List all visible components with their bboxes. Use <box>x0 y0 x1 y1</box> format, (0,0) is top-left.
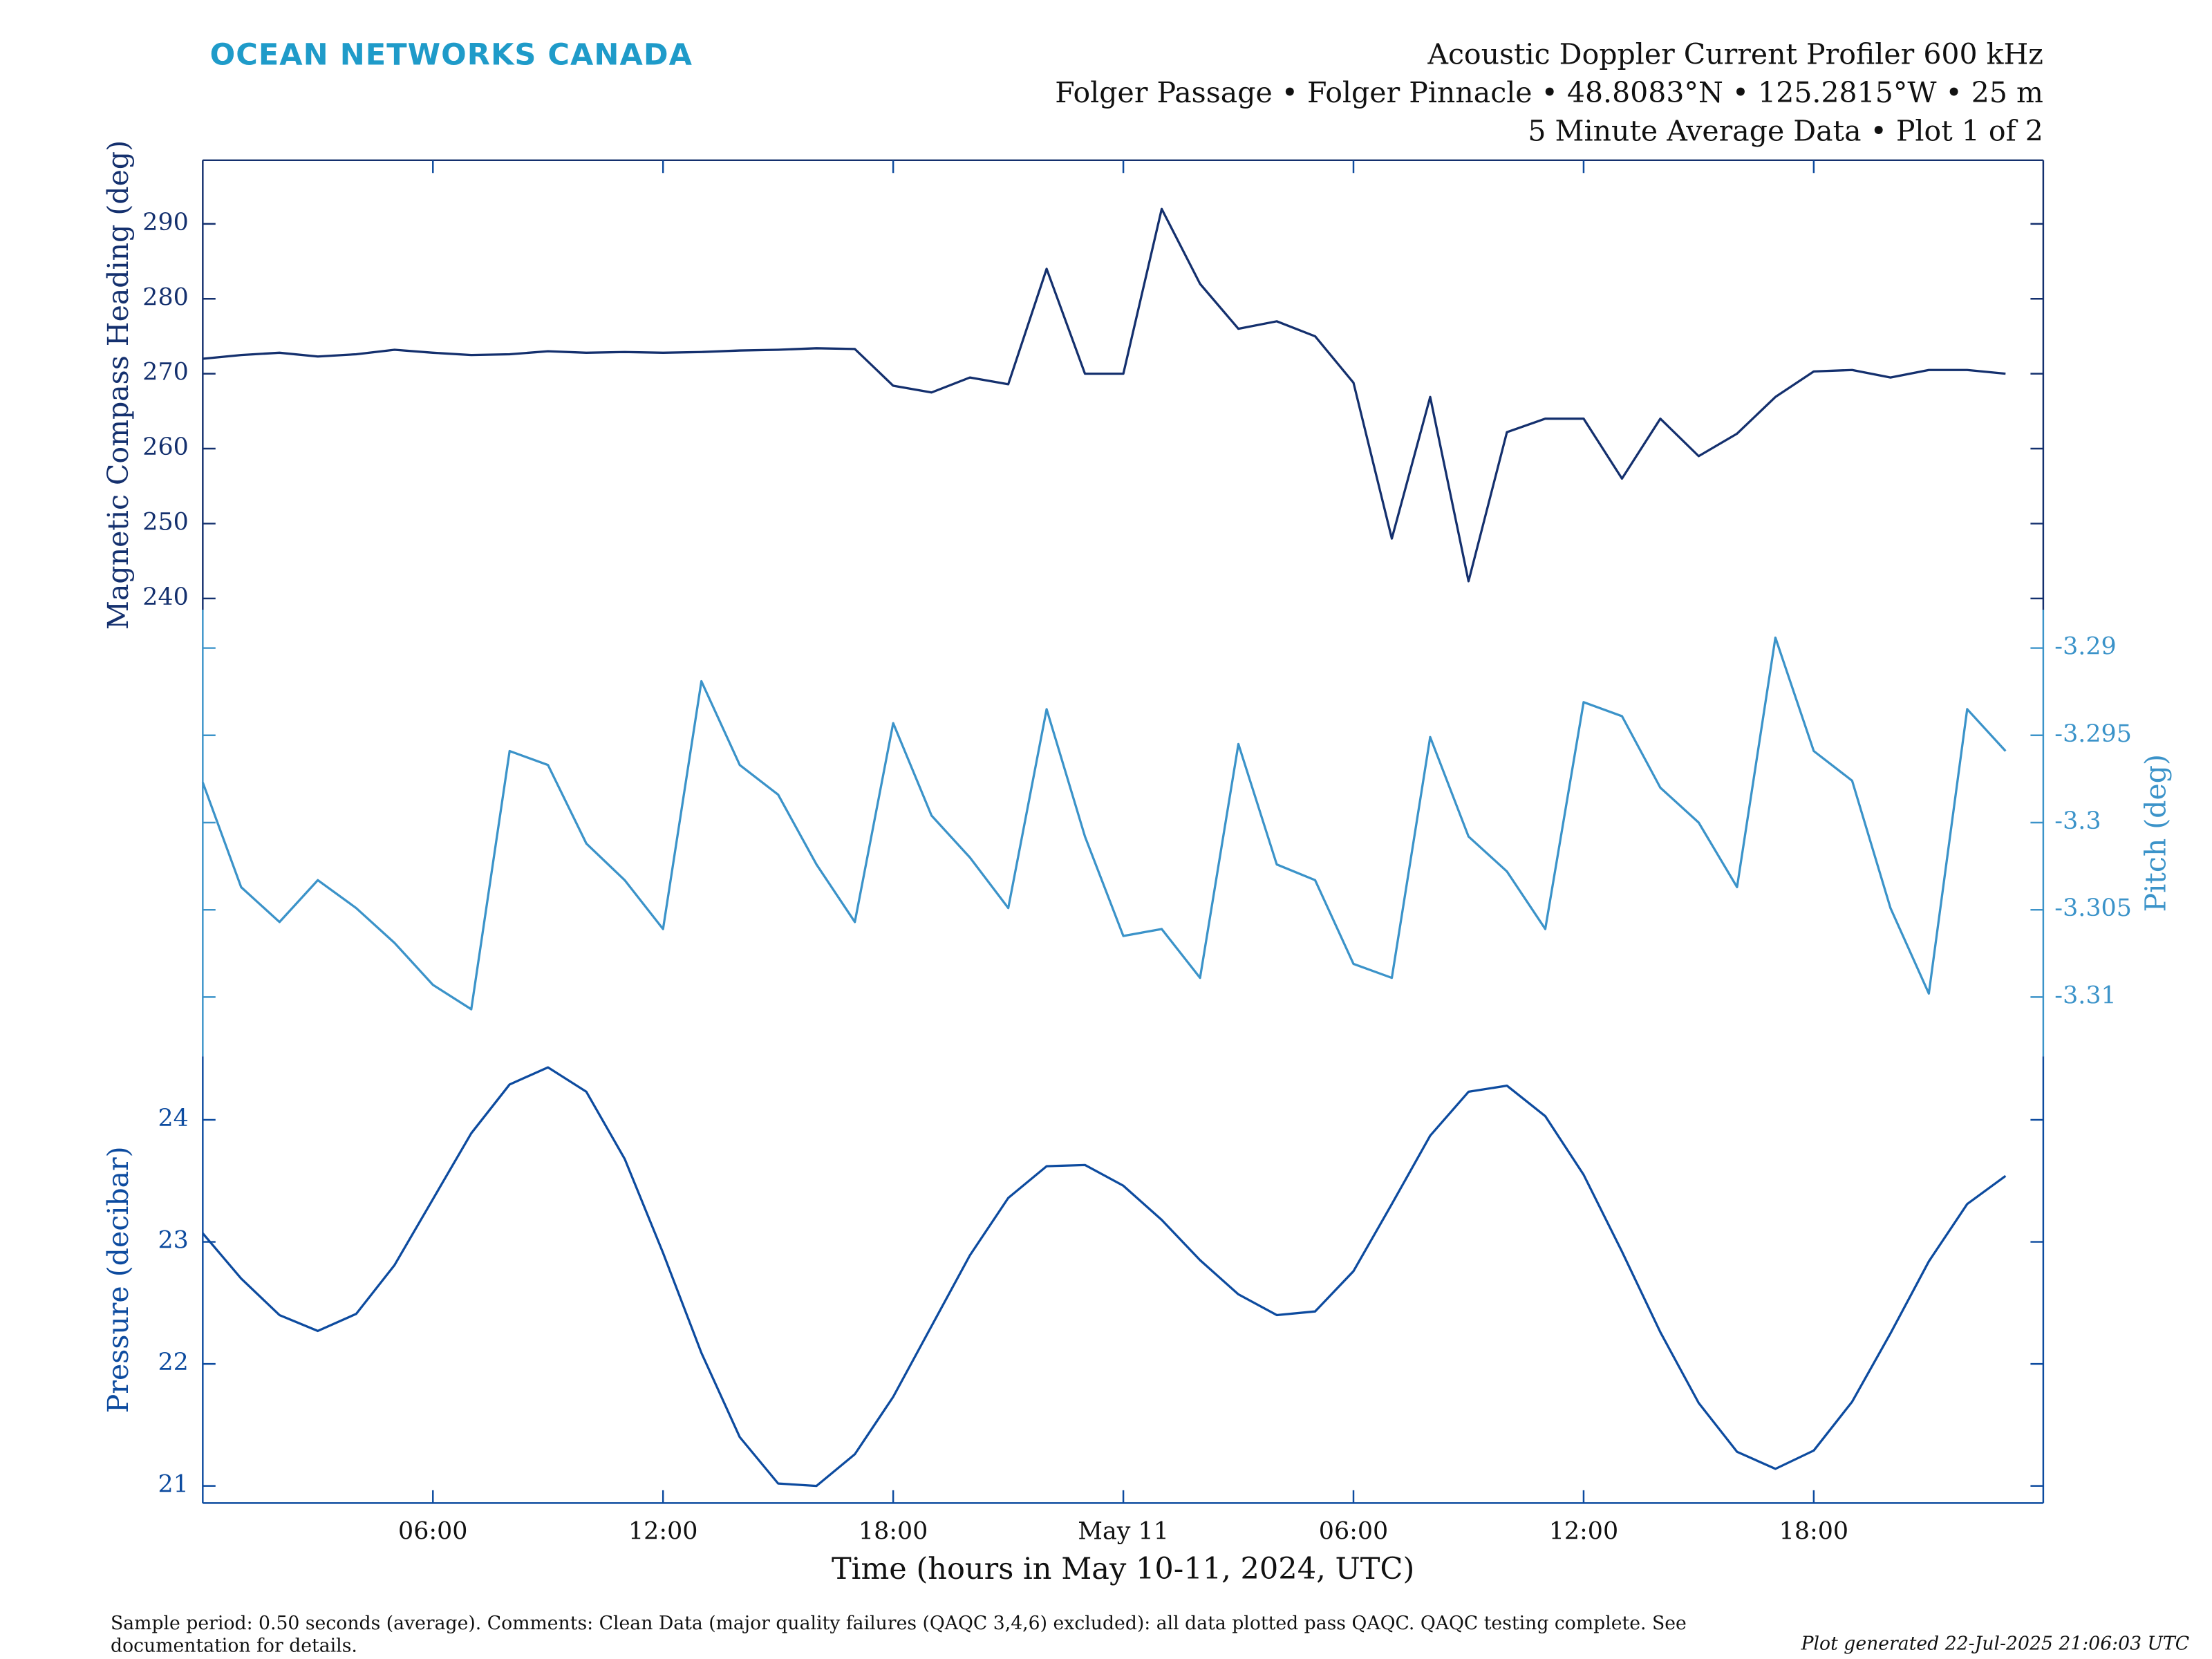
y-tick-label: 24 <box>158 1105 188 1132</box>
y-tick-label: 250 <box>142 508 189 536</box>
y-tick-label: 21 <box>158 1471 188 1499</box>
logo: OCEAN NETWORKS CANADA <box>210 38 693 73</box>
y-tick-label: 260 <box>142 433 189 461</box>
title-line: Folger Passage • Folger Pinnacle • 48.80… <box>1055 76 2043 109</box>
data-line <box>203 207 2006 583</box>
y-tick-label: -3.295 <box>2054 720 2132 748</box>
comment: Sample period: 0.50 seconds (average). C… <box>111 1613 1687 1658</box>
y-tick-label: 290 <box>142 209 189 236</box>
generated-note: Plot generated 22-Jul-2025 21:06:03 UTC <box>1801 1633 2190 1654</box>
y-axis-title: Pitch (deg) <box>2139 754 2173 912</box>
x-tick-label: 18:00 <box>859 1517 928 1545</box>
x-tick-label: 18:00 <box>1779 1517 1848 1545</box>
data-line <box>202 1066 2007 1488</box>
title-line: 5 Minute Average Data • Plot 1 of 2 <box>1528 114 2043 147</box>
x-tick-label: May 11 <box>1078 1517 1169 1545</box>
x-tick-label: 06:00 <box>1319 1517 1388 1545</box>
title-line: Acoustic Doppler Current Profiler 600 kH… <box>1427 38 2043 71</box>
y-tick-label: 240 <box>142 583 189 611</box>
x-tick-label: 06:00 <box>398 1517 467 1545</box>
comment-box: Sample period: 0.50 seconds (average). C… <box>111 1613 1687 1658</box>
x-tick-label: 12:00 <box>628 1517 697 1545</box>
y-tick-label: -3.305 <box>2054 894 2132 922</box>
y-tick-label: 22 <box>158 1349 188 1376</box>
x-axis-title: Time (hours in May 10-11, 2024, UTC) <box>832 1552 1414 1586</box>
y-axis-title: Pressure (decibar) <box>102 1146 135 1413</box>
y-tick-label: -3.3 <box>2054 807 2101 835</box>
y-tick-label: -3.31 <box>2054 982 2116 1009</box>
y-tick-label: 270 <box>142 359 189 386</box>
y-tick-label: 280 <box>142 283 189 311</box>
x-tick-label: 12:00 <box>1549 1517 1618 1545</box>
y-tick-label: 23 <box>158 1227 188 1255</box>
y-tick-label: -3.29 <box>2054 633 2116 661</box>
y-axis-title: Magnetic Compass Heading (deg) <box>102 140 135 630</box>
data-line <box>201 636 2007 1011</box>
